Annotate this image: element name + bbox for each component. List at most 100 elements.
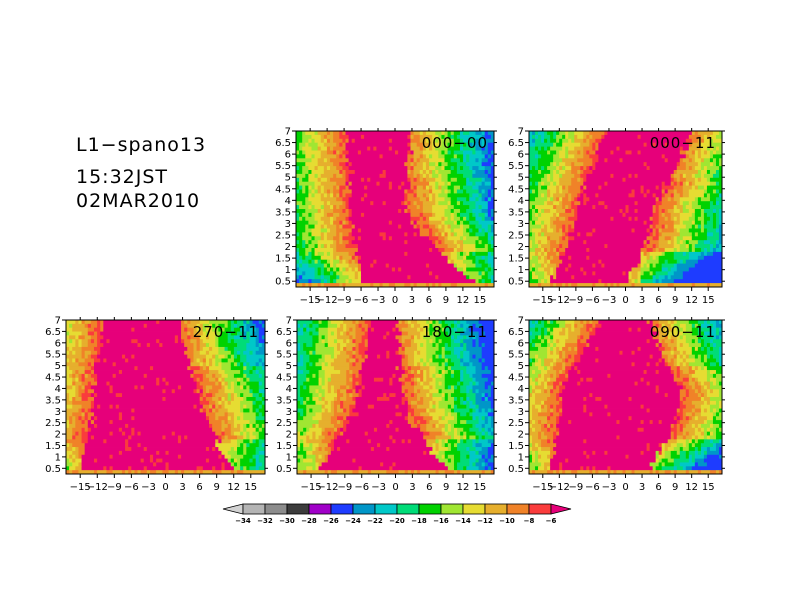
heatmap-cell-run [230, 439, 238, 444]
heatmap-cell-run [667, 240, 672, 245]
heatmap-cell-run [700, 142, 711, 147]
heatmap-cell-run [72, 404, 82, 409]
heatmap-cell-run [346, 393, 350, 398]
heatmap-cell-run [352, 397, 356, 402]
heatmap-cell-run [318, 331, 329, 336]
heatmap-cell-run [100, 350, 185, 356]
heatmap-cell-run [435, 181, 439, 186]
heatmap-cell-run [447, 385, 452, 390]
heatmap-cell-run [327, 408, 332, 413]
heatmap-cell-run [193, 327, 197, 332]
heatmap-cell-run [423, 435, 436, 440]
heatmap-cell-run [586, 177, 623, 183]
heatmap-cell-run [565, 358, 569, 363]
heatmap-cell-run [583, 166, 587, 171]
heatmap-cell-run [535, 263, 542, 268]
heatmap-cell-run [472, 142, 476, 147]
heatmap-cell-run [159, 450, 166, 456]
heatmap-cell-run [66, 404, 73, 409]
heatmap-cell-run [330, 166, 337, 171]
heatmap-cell-run [574, 366, 578, 371]
heatmap-cell-run [81, 354, 86, 359]
heatmap-cell-run [469, 138, 476, 144]
heatmap-cell-run [664, 327, 669, 332]
heatmap-cell-run [243, 408, 250, 413]
heatmap-cell-run [311, 193, 315, 198]
heatmap-cell-run [410, 131, 414, 136]
heatmap-cell-run [700, 150, 705, 155]
heatmap-cell-run [364, 343, 369, 348]
heatmap-cell-run [643, 240, 648, 245]
heatmap-cell-run [309, 377, 319, 382]
heatmap-cell-run [419, 197, 427, 202]
heatmap-cell-run [685, 354, 690, 359]
heatmap-cell-run [75, 373, 79, 379]
heatmap-cell-run [401, 366, 406, 371]
heatmap-cell-run [475, 244, 486, 249]
heatmap-cell-run [221, 427, 225, 433]
heatmap-cell-run [679, 193, 684, 198]
heatmap-cell-run [667, 327, 675, 332]
heatmap-cell-run [466, 447, 470, 452]
heatmap-cell-run [351, 193, 365, 198]
heatmap-cell-run [308, 244, 315, 249]
heatmap-cell-run [84, 373, 89, 379]
heatmap-cell-run [66, 366, 70, 371]
heatmap-cell-run [78, 454, 82, 459]
heatmap-cell-run [121, 370, 194, 375]
heatmap-cell-run [426, 327, 430, 332]
heatmap-cell-run [317, 251, 325, 257]
heatmap-cell-run [258, 343, 263, 348]
heatmap-cell-run [481, 416, 486, 421]
heatmap-cell-run [296, 251, 300, 257]
heatmap-cell-run [429, 220, 442, 225]
heatmap-cell-run [487, 450, 495, 456]
heatmap-cell-run [209, 370, 219, 375]
heatmap-cell-run [401, 331, 409, 336]
y-tick-label: 3.5 [45, 395, 61, 406]
heatmap-cell-run [429, 389, 439, 394]
heatmap-cell-run [297, 400, 301, 406]
heatmap-cell-run [450, 189, 455, 194]
heatmap-cell-run [475, 323, 483, 329]
heatmap-cell-run [422, 212, 433, 218]
heatmap-cell-run [484, 458, 489, 463]
heatmap-cell-run [679, 335, 684, 340]
heatmap-cell-run [435, 193, 439, 198]
heatmap-cell-run [339, 134, 349, 140]
heatmap-cell-run [556, 385, 560, 390]
heatmap-cell-run [652, 205, 657, 210]
heatmap-cell-run [577, 170, 581, 175]
heatmap-cell-run [308, 251, 312, 257]
heatmap-cell-run [297, 377, 307, 382]
heatmap-cell-run [586, 343, 590, 348]
heatmap-cell-run [255, 323, 263, 329]
heatmap-cell-run [69, 423, 76, 429]
heatmap-cell-run [196, 377, 201, 382]
heatmap-cell-run [327, 362, 332, 367]
heatmap-cell-run [529, 185, 539, 190]
heatmap-cell-run [143, 323, 148, 329]
heatmap-cell-run [209, 331, 216, 336]
heatmap-cell-run [261, 381, 266, 386]
heatmap-cell-run [373, 146, 377, 151]
heatmap-cell-run [255, 412, 260, 417]
heatmap-cell-run [413, 201, 418, 206]
heatmap-cell-run [556, 185, 560, 190]
heatmap-cell-run [640, 150, 681, 155]
heatmap-cell-run [342, 240, 349, 245]
heatmap-cell-run [553, 327, 563, 332]
heatmap-cell-run [311, 138, 315, 144]
heatmap-cell-run [93, 370, 120, 375]
heatmap-cell-run [342, 201, 346, 206]
heatmap-cell-run [459, 220, 464, 225]
heatmap-cell-run [410, 335, 415, 340]
heatmap-cell-run [423, 373, 427, 379]
heatmap-cell-run [640, 189, 644, 194]
heatmap-cell-run [435, 350, 443, 356]
heatmap-cell-run [712, 248, 717, 253]
heatmap-cell-run [333, 389, 338, 394]
heatmap-cell-run [694, 232, 699, 237]
heatmap-cell-run [441, 220, 445, 225]
heatmap-cell-run [565, 134, 569, 140]
